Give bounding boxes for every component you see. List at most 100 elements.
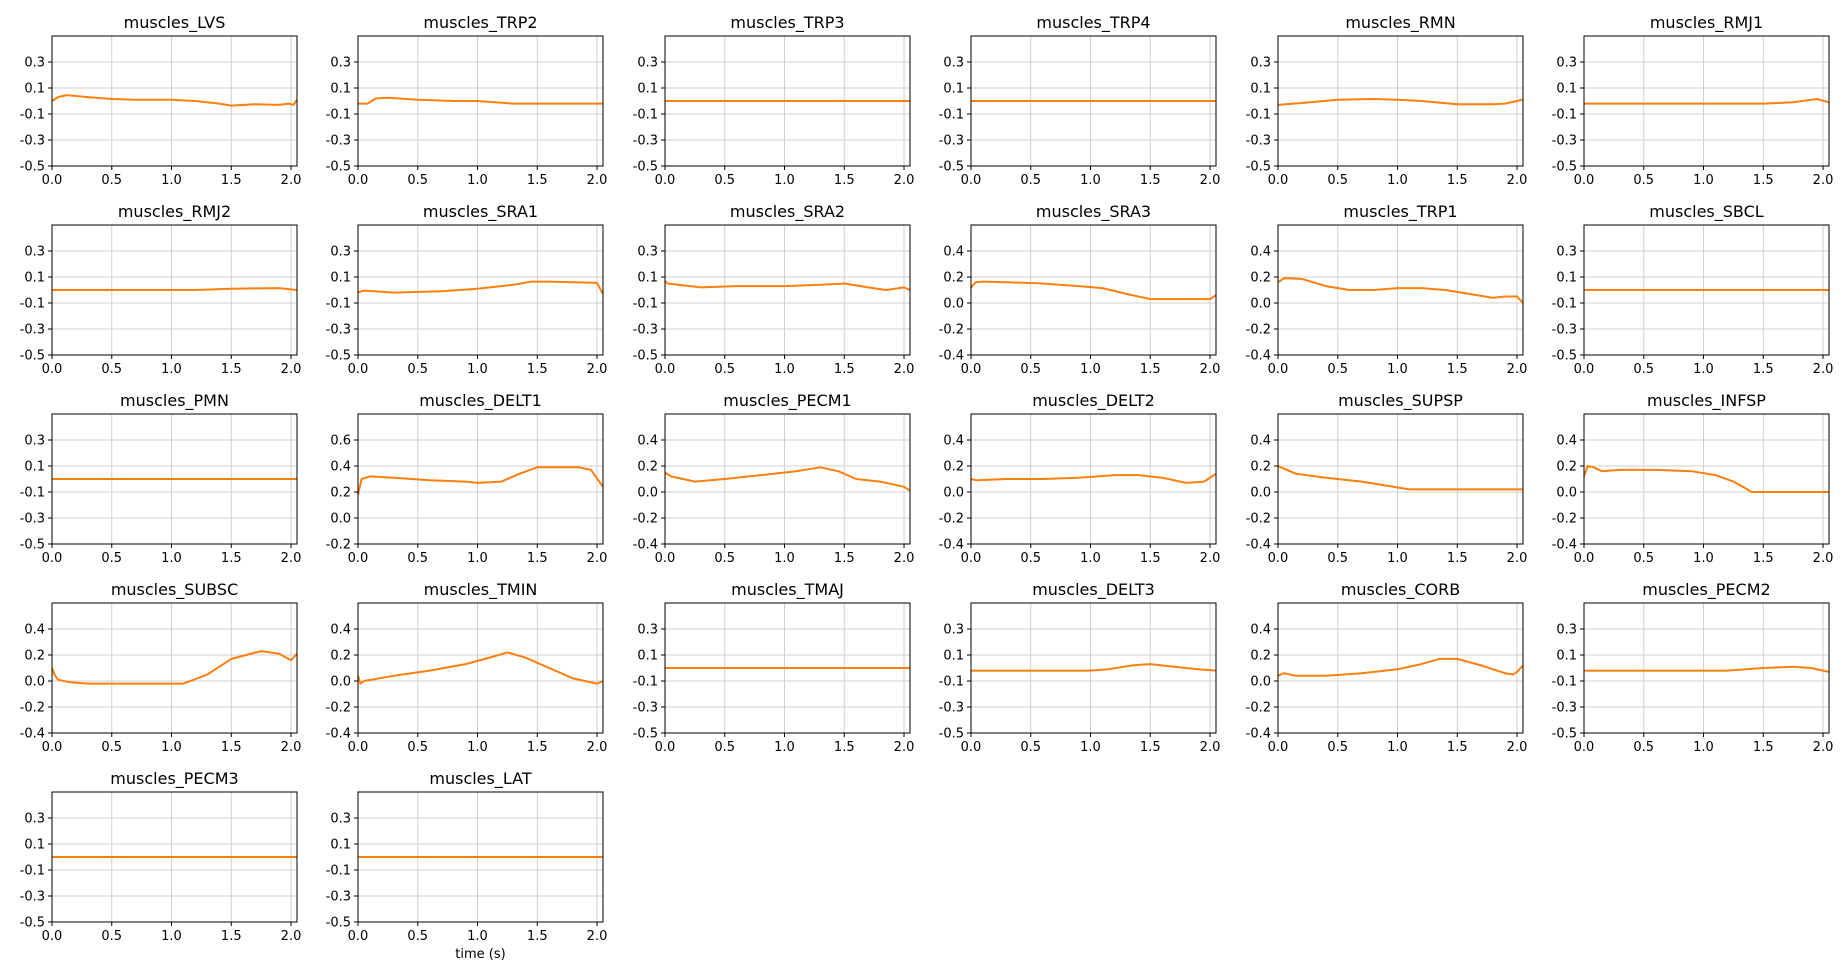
x-tick-label: 1.5 xyxy=(527,173,548,188)
series-line xyxy=(1277,98,1524,106)
y-tick-label: 0.2 xyxy=(637,460,658,475)
x-tick-label: 1.0 xyxy=(467,173,488,188)
y-tick-label: -0.2 xyxy=(1246,512,1271,527)
subplot-muscles-tmaj: 0.0 0.5 1.0 1.5 2.0 -0.5 -0.3 -0.1 0.1 0.3 muscles… xyxy=(633,580,915,755)
x-axis-label: time (s) xyxy=(455,947,505,962)
y-tick-label: 0.1 xyxy=(943,649,964,664)
x-tick-label: 1.5 xyxy=(527,362,548,377)
x-tick-label: 0.5 xyxy=(407,173,428,188)
y-tick-label: -0.3 xyxy=(20,512,45,527)
x-tick-label: 0.5 xyxy=(101,362,122,377)
x-tick-label: 1.0 xyxy=(161,551,182,566)
x-tick-label: 2.0 xyxy=(1200,173,1221,188)
axes-frame xyxy=(51,35,298,167)
y-tick-label: 0.1 xyxy=(330,271,351,286)
x-tick-label: 0.5 xyxy=(1633,362,1654,377)
subplot-title: muscles_INFSP xyxy=(1647,391,1766,411)
y-tick-label: 0.2 xyxy=(330,649,351,664)
subplot-title: muscles_DELT3 xyxy=(1032,580,1155,600)
x-tick-label: 1.5 xyxy=(834,551,855,566)
y-tick-label: 0.2 xyxy=(943,460,964,475)
subplot-title: muscles_TRP3 xyxy=(730,13,844,33)
y-tick-label: 0.0 xyxy=(1556,486,1577,501)
x-tick-label: 0.0 xyxy=(655,362,676,377)
x-tick-label: 0.5 xyxy=(1020,551,1041,566)
subplot-muscles-trp3: 0.0 0.5 1.0 1.5 2.0 -0.5 -0.3 -0.1 0.1 0.3 muscles… xyxy=(633,13,915,188)
x-tick-label: 1.0 xyxy=(774,362,795,377)
x-tick-label: 0.5 xyxy=(101,173,122,188)
y-tick-label: -0.2 xyxy=(20,701,45,716)
series-line xyxy=(970,472,1217,484)
x-tick-label: 0.5 xyxy=(1633,551,1654,566)
x-tick-label: 1.5 xyxy=(1140,173,1161,188)
y-tick-label: -0.5 xyxy=(326,160,351,175)
x-tick-label: 1.5 xyxy=(1753,173,1774,188)
y-tick-label: -0.5 xyxy=(20,916,45,931)
x-tick-label: 0.0 xyxy=(42,362,63,377)
x-tick-label: 0.0 xyxy=(655,740,676,755)
x-tick-label: 0.0 xyxy=(655,551,676,566)
x-tick-label: 0.5 xyxy=(1633,740,1654,755)
subplot-muscles-infsp: 0.0 0.5 1.0 1.5 2.0 -0.4 -0.2 0.0 0.2 0.4 muscles_… xyxy=(1552,391,1834,566)
subplot-title: muscles_TRP4 xyxy=(1036,13,1150,33)
y-tick-label: 0.1 xyxy=(24,271,45,286)
y-tick-label: -0.4 xyxy=(326,727,351,742)
axes-frame xyxy=(357,602,604,734)
y-tick-label: 0.3 xyxy=(1556,623,1577,638)
x-tick-label: 2.0 xyxy=(1507,551,1528,566)
x-tick-label: 0.5 xyxy=(714,362,735,377)
y-tick-label: 0.4 xyxy=(1250,245,1271,260)
subplot-title: muscles_CORB xyxy=(1341,580,1460,600)
x-tick-label: 2.0 xyxy=(587,929,608,944)
x-tick-label: 1.5 xyxy=(1140,551,1161,566)
x-tick-label: 0.0 xyxy=(1268,173,1289,188)
x-tick-label: 2.0 xyxy=(1813,362,1834,377)
y-tick-label: 0.2 xyxy=(1556,460,1577,475)
y-tick-label: -0.3 xyxy=(20,134,45,149)
x-tick-label: 2.0 xyxy=(1507,173,1528,188)
x-tick-label: 1.0 xyxy=(161,173,182,188)
x-tick-label: 2.0 xyxy=(894,740,915,755)
x-tick-label: 2.0 xyxy=(1813,551,1834,566)
y-tick-label: 0.1 xyxy=(1556,271,1577,286)
y-tick-label: 0.4 xyxy=(1250,434,1271,449)
x-tick-label: 1.0 xyxy=(1387,551,1408,566)
subplot-muscles-subsc: 0.0 0.5 1.0 1.5 2.0 -0.4 -0.2 0.0 0.2 0.4 muscles_… xyxy=(20,580,302,755)
y-tick-label: 0.3 xyxy=(24,434,45,449)
x-tick-label: 0.5 xyxy=(101,929,122,944)
subplot-muscles-rmj2: 0.0 0.5 1.0 1.5 2.0 -0.5 -0.3 -0.1 0.1 0.3 muscles… xyxy=(20,202,302,377)
subplot-muscles-delt1: 0.0 0.5 1.0 1.5 2.0-0.20.00.20.40.6muscles_D… xyxy=(326,391,608,566)
subplot-title: muscles_TRP1 xyxy=(1343,202,1457,222)
series-line xyxy=(357,651,604,685)
x-tick-label: 1.0 xyxy=(467,929,488,944)
series-line xyxy=(1277,277,1524,304)
y-tick-label: -0.3 xyxy=(939,134,964,149)
y-tick-label: 0.2 xyxy=(1250,271,1271,286)
y-tick-label: 0.1 xyxy=(637,271,658,286)
y-tick-label: 0.1 xyxy=(1556,649,1577,664)
subplot-muscles-rmn: 0.0 0.5 1.0 1.5 2.0 -0.5 -0.3 -0.1 0.1 0.3 muscles… xyxy=(1246,13,1528,188)
x-tick-label: 0.5 xyxy=(714,173,735,188)
y-tick-label: -0.2 xyxy=(633,512,658,527)
y-tick-label: -0.3 xyxy=(1552,134,1577,149)
y-tick-label: 0.4 xyxy=(24,623,45,638)
grid-lines xyxy=(664,225,910,356)
y-tick-label: -0.5 xyxy=(1552,727,1577,742)
axes-frame xyxy=(664,602,911,734)
y-tick-label: -0.3 xyxy=(633,323,658,338)
x-tick-label: 0.5 xyxy=(1327,362,1348,377)
y-tick-label: 0.0 xyxy=(24,675,45,690)
subplot-title: muscles_PECM2 xyxy=(1642,580,1770,600)
subplot-title: muscles_RMJ1 xyxy=(1650,13,1763,33)
y-tick-label: -0.3 xyxy=(1552,701,1577,716)
subplot-title: muscles_PMN xyxy=(120,391,229,411)
y-tick-label: -0.3 xyxy=(1552,323,1577,338)
y-tick-label: 0.0 xyxy=(943,297,964,312)
x-tick-label: 2.0 xyxy=(281,929,302,944)
x-tick-label: 1.0 xyxy=(467,551,488,566)
y-tick-label: -0.1 xyxy=(20,297,45,312)
x-tick-label: 2.0 xyxy=(894,173,915,188)
series-line xyxy=(1584,98,1830,105)
y-tick-label: -0.5 xyxy=(20,349,45,364)
axes-frame xyxy=(357,224,604,356)
